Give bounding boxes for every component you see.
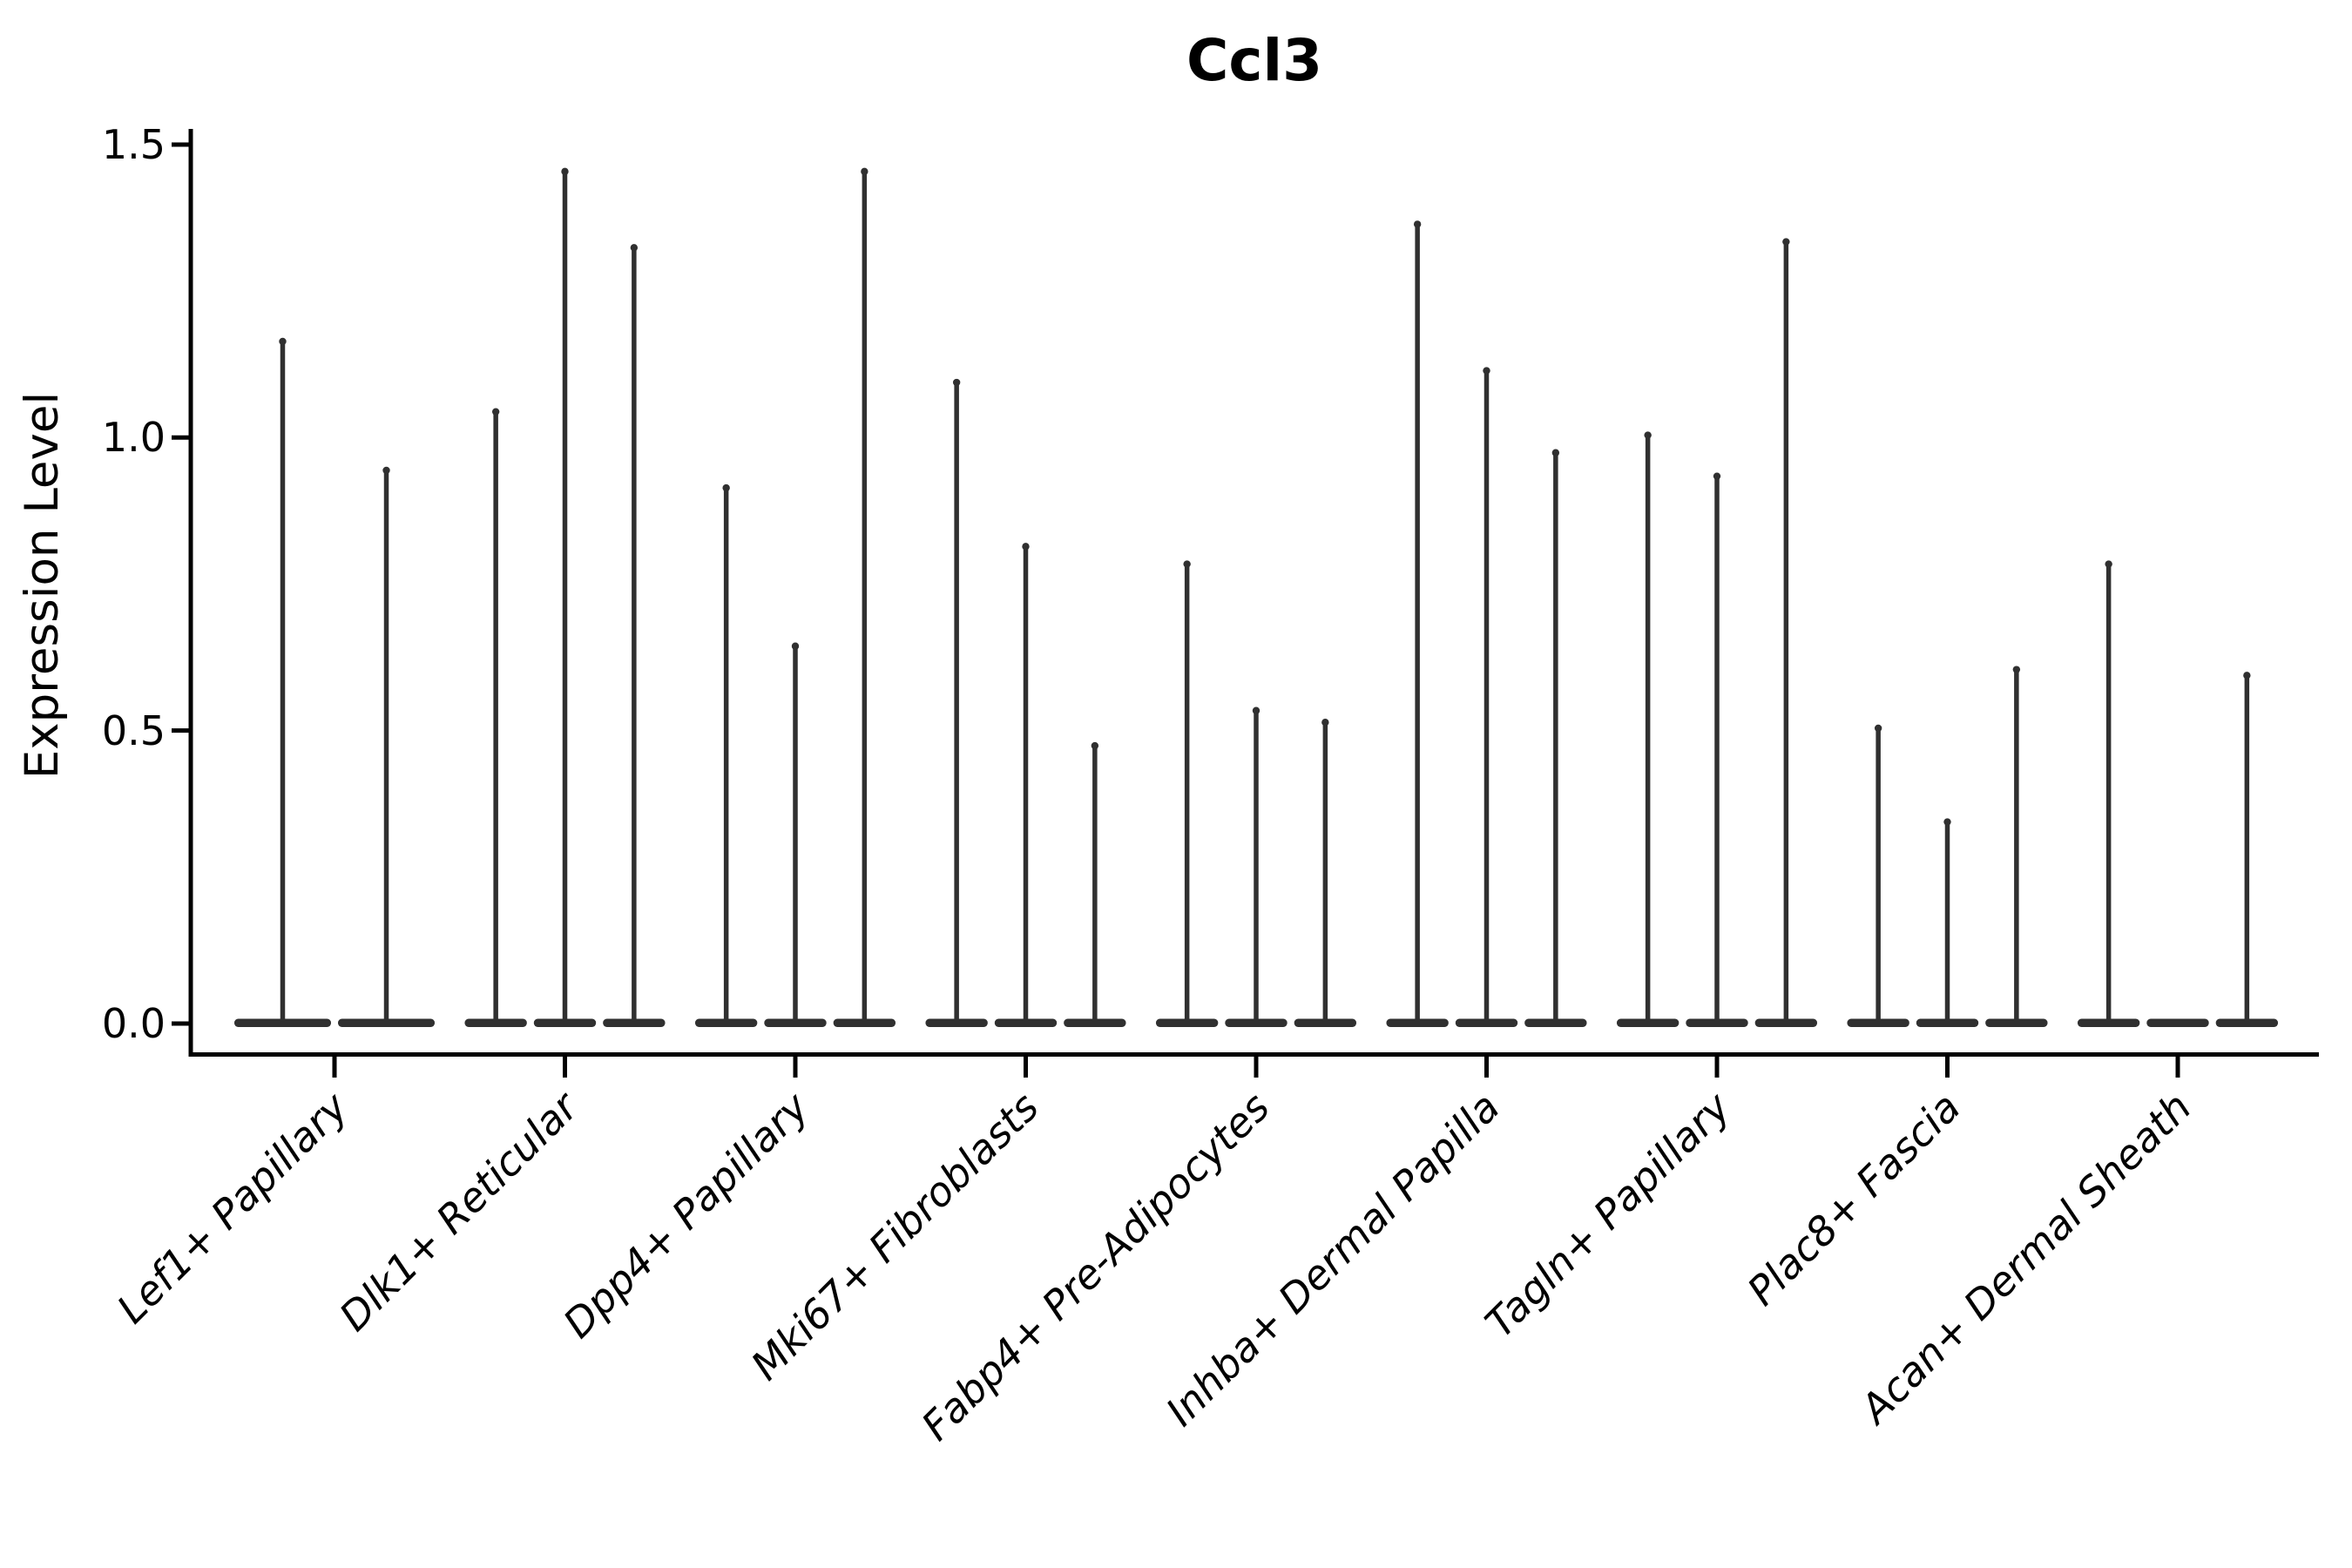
violin-spike-tip: [1183, 560, 1191, 568]
violin-group: [925, 378, 1126, 1027]
y-axis-label: Expression Level: [16, 392, 69, 779]
violin-spike-tip: [1644, 431, 1652, 439]
violin-spike-tip: [1022, 543, 1030, 551]
x-tick-label: Lef1+ Papillary: [108, 1083, 357, 1332]
y-tick-labels: 0.0 0.5 1.0 1.5: [102, 121, 166, 1047]
violin-group: [1155, 560, 1357, 1027]
axis-ticks: [172, 142, 2180, 1078]
violin-spike-tip: [279, 337, 287, 346]
violin-spike-tip: [1551, 449, 1560, 456]
violin-spike-tip: [1321, 718, 1329, 727]
violin-spike-tip: [861, 167, 868, 176]
violin-base: [2146, 1018, 2209, 1027]
violin-group: [233, 337, 436, 1027]
chart-title: Ccl3: [1186, 27, 1322, 94]
violin-spike-tip: [1413, 220, 1422, 228]
violin-group: [464, 167, 666, 1027]
violin-spike-tip: [2012, 666, 2021, 673]
violin-spike-tip: [1943, 818, 1951, 826]
x-tick-label: Plac8+ Fascia: [1738, 1084, 1969, 1315]
violin-spike-tip: [1483, 367, 1490, 375]
x-tick-label: Dlk1+ Reticular: [330, 1081, 589, 1340]
violin-spike-tip: [382, 466, 390, 475]
violin-spike-tip: [491, 408, 500, 416]
violin-spike-tip: [791, 642, 800, 650]
violin-spike-tip: [722, 483, 730, 492]
violin-group: [2077, 560, 2279, 1027]
violin-spike-tip: [1713, 472, 1721, 480]
y-tick-label: 1.5: [102, 121, 166, 168]
violin-group: [1616, 238, 1818, 1027]
violin-group: [1847, 666, 2048, 1027]
violin-spike-tip: [952, 378, 961, 387]
violin-group: [1386, 220, 1587, 1027]
x-tick-labels: Lef1+ Papillary Dlk1+ Reticular Dpp4+ Pa…: [108, 1081, 2200, 1450]
y-tick-label: 0.5: [102, 707, 166, 754]
violin-spike-tip: [1874, 724, 1882, 733]
y-tick-label: 1.0: [102, 414, 166, 461]
x-tick-label: Tagln+ Papillary: [1476, 1083, 1740, 1347]
violin-spike-tip: [2243, 672, 2251, 679]
violin-spike-tip: [2105, 560, 2112, 568]
y-tick-label: 0.0: [102, 1000, 166, 1047]
violins: [233, 167, 2279, 1027]
violin-spike-tip: [561, 167, 569, 176]
violin-spike-tip: [1782, 238, 1790, 246]
violin-group: [694, 167, 896, 1027]
x-tick-label: Dpp4+ Papillary: [554, 1083, 818, 1347]
violin-spike-tip: [1091, 741, 1099, 750]
violin-spike-tip: [1252, 706, 1260, 714]
violin-spike-tip: [630, 244, 639, 252]
